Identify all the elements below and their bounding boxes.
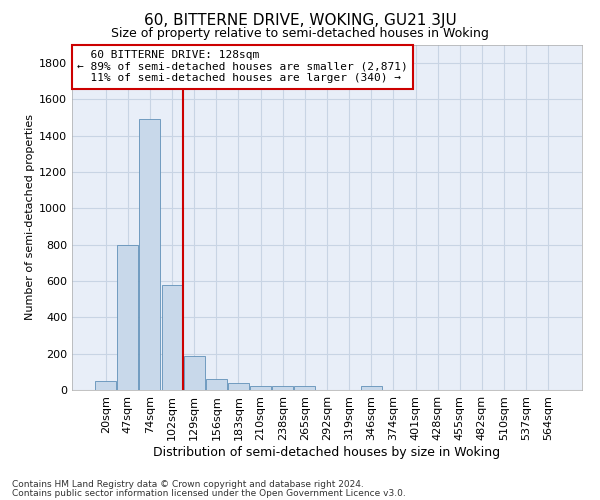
Text: Contains public sector information licensed under the Open Government Licence v3: Contains public sector information licen… xyxy=(12,488,406,498)
Text: Contains HM Land Registry data © Crown copyright and database right 2024.: Contains HM Land Registry data © Crown c… xyxy=(12,480,364,489)
Bar xyxy=(118,244,139,390)
Bar xyxy=(361,386,382,390)
Bar xyxy=(295,386,316,390)
Bar xyxy=(250,386,271,390)
Y-axis label: Number of semi-detached properties: Number of semi-detached properties xyxy=(25,114,35,320)
Bar xyxy=(228,382,249,390)
Text: Size of property relative to semi-detached houses in Woking: Size of property relative to semi-detach… xyxy=(111,28,489,40)
X-axis label: Distribution of semi-detached houses by size in Woking: Distribution of semi-detached houses by … xyxy=(154,446,500,458)
Bar xyxy=(95,381,116,390)
Bar xyxy=(161,284,182,390)
Bar xyxy=(206,379,227,390)
Bar xyxy=(139,120,160,390)
Text: 60, BITTERNE DRIVE, WOKING, GU21 3JU: 60, BITTERNE DRIVE, WOKING, GU21 3JU xyxy=(143,12,457,28)
Bar xyxy=(184,356,205,390)
Bar xyxy=(272,386,293,390)
Text: 60 BITTERNE DRIVE: 128sqm
← 89% of semi-detached houses are smaller (2,871)
  11: 60 BITTERNE DRIVE: 128sqm ← 89% of semi-… xyxy=(77,50,408,84)
